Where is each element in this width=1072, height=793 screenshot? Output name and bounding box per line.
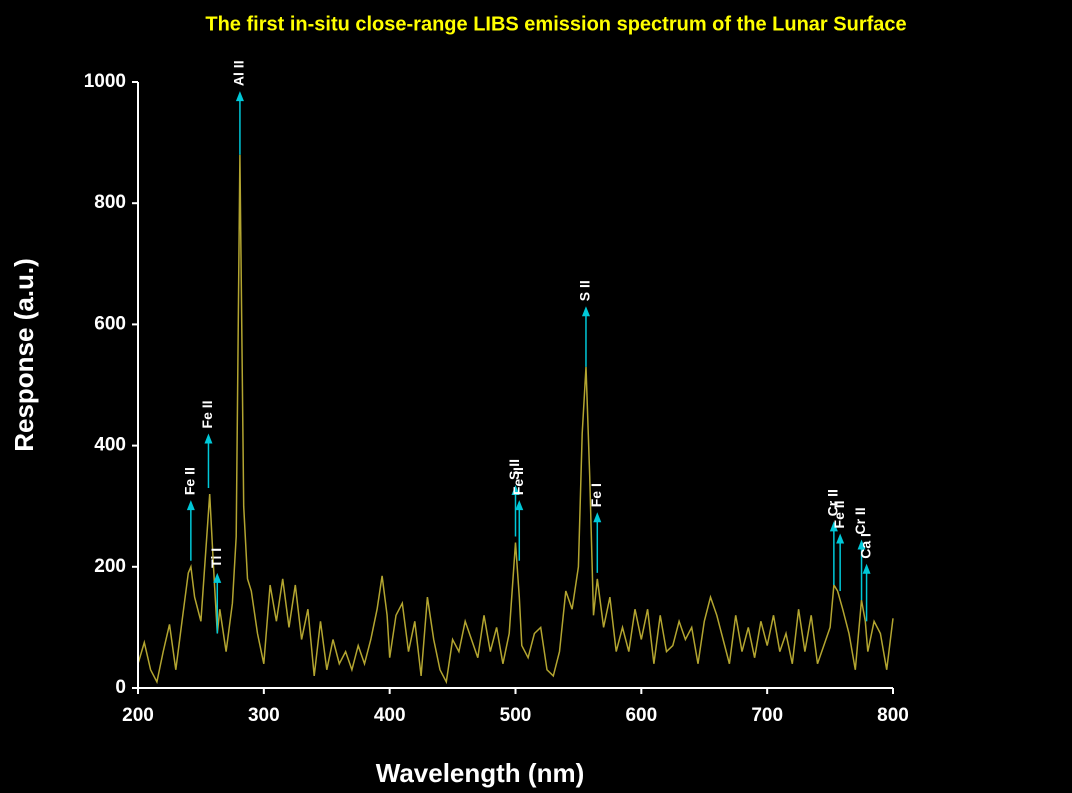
- arrow-head: [836, 533, 845, 544]
- x-tick-label: 300: [248, 705, 280, 726]
- y-tick-label: 0: [115, 677, 126, 698]
- y-tick-label: 600: [94, 313, 126, 334]
- annotation-label: S II: [506, 459, 522, 480]
- annotation-label: Cr II: [825, 489, 841, 516]
- chart-title: The first in-situ close-range LIBS emiss…: [205, 13, 906, 35]
- arrow-head: [204, 433, 213, 444]
- arrow-head: [186, 500, 195, 511]
- annotation-label: Ca I: [857, 533, 873, 559]
- y-tick-label: 1000: [84, 71, 126, 92]
- x-tick-label: 200: [122, 705, 154, 726]
- arrow-head: [511, 484, 520, 495]
- y-tick-label: 800: [94, 192, 126, 213]
- spectrum-line: [137, 154, 894, 685]
- x-tick-label: 700: [751, 705, 783, 726]
- arrow-head: [593, 512, 602, 523]
- annotation-label: Fe II: [199, 400, 215, 428]
- x-tick-label: 400: [374, 705, 406, 726]
- arrow-head: [515, 500, 524, 511]
- annotation-label: Ti I: [208, 548, 224, 568]
- annotation-label: Fe II: [182, 467, 198, 495]
- annotation-label: Al II: [231, 60, 247, 86]
- arrow-head: [829, 521, 838, 532]
- y-tick-label: 400: [94, 435, 126, 456]
- arrow-head: [213, 572, 222, 583]
- x-tick-label: 800: [877, 705, 909, 726]
- x-tick-label: 500: [500, 705, 532, 726]
- arrow-head: [857, 539, 866, 550]
- annotation-label: Cr II: [852, 507, 868, 534]
- arrow-head: [235, 91, 244, 102]
- x-axis-label: Wavelength (nm): [376, 758, 584, 788]
- y-tick-label: 200: [94, 556, 126, 577]
- annotation-label: Fe II: [510, 467, 526, 495]
- annotation-label: Fe I: [588, 483, 604, 507]
- arrow-head: [581, 306, 590, 317]
- annotation-label: S II: [577, 280, 593, 301]
- y-axis-label: Response (a.u.): [9, 258, 39, 452]
- annotation-label: Fe II: [831, 500, 847, 528]
- arrow-head: [862, 563, 871, 574]
- x-tick-label: 600: [625, 705, 657, 726]
